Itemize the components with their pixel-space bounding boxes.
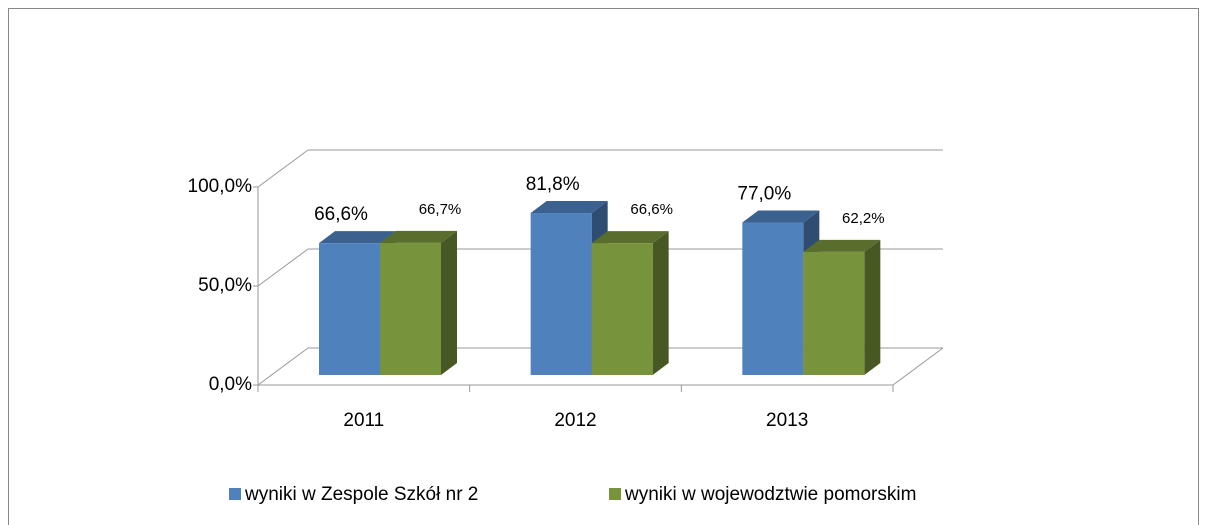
data-label: 66,6% — [314, 204, 368, 225]
bar — [742, 222, 804, 375]
legend-swatch — [229, 488, 241, 500]
bar-top — [530, 201, 608, 214]
grid-line — [257, 347, 309, 386]
bar-top — [591, 231, 669, 244]
bar — [530, 213, 592, 375]
x-tick-label: 2013 — [766, 410, 808, 431]
bar-top — [380, 230, 457, 243]
bar — [591, 243, 653, 375]
data-label: 81,8% — [526, 174, 580, 195]
grid-line — [257, 248, 309, 287]
bar-top — [742, 210, 820, 223]
y-tick-label: 0,0% — [209, 374, 252, 395]
floor-right — [892, 347, 944, 386]
chart-border — [8, 8, 1199, 525]
data-label: 62,2% — [842, 210, 885, 227]
legend-label: wyniki w Zespole Szkół nr 2 — [244, 484, 478, 505]
x-tick-label: 2012 — [554, 410, 596, 431]
bar-top — [319, 231, 396, 244]
data-label: 77,0% — [737, 184, 791, 205]
y-tick-label: 50,0% — [198, 275, 252, 296]
bar — [319, 243, 380, 375]
legend-swatch — [609, 488, 621, 500]
bar-side — [864, 239, 881, 375]
grid-line — [257, 149, 309, 188]
bar — [803, 251, 865, 375]
x-tick-label: 2011 — [343, 410, 384, 431]
legend-label: wyniki w wojewodztwie pomorskim — [624, 484, 916, 505]
bar-side — [652, 231, 669, 375]
y-tick-label: 100,0% — [188, 176, 253, 197]
data-label: 66,6% — [630, 201, 673, 218]
bar-top — [803, 239, 881, 252]
data-label: 66,7% — [419, 201, 462, 218]
bar — [380, 242, 441, 375]
bar-side — [441, 230, 457, 375]
